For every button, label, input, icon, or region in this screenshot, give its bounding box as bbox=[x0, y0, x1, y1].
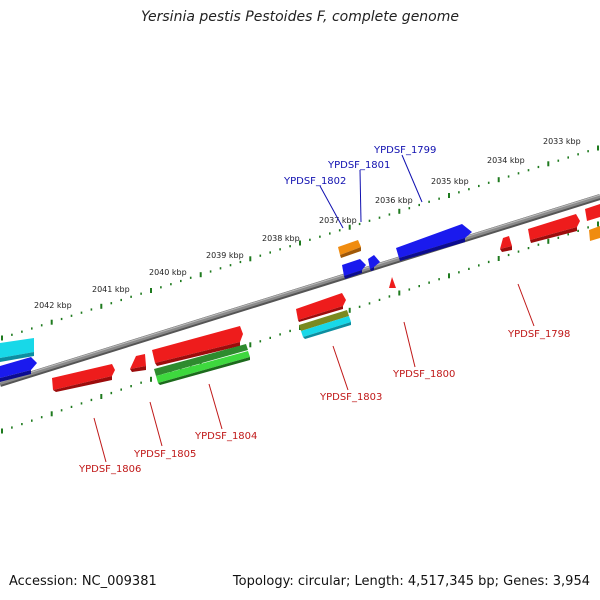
gene-ypdsf-1801[interactable] bbox=[368, 255, 380, 271]
genes bbox=[0, 204, 600, 392]
kbp-label-2042: 2042 kbp bbox=[34, 301, 72, 310]
callout-1805 bbox=[149, 401, 163, 447]
callout-1800 bbox=[403, 321, 416, 368]
kbp-label-2036: 2036 kbp bbox=[375, 196, 413, 205]
gene-ypdsf-1804[interactable] bbox=[154, 344, 250, 385]
gene-ypdsf-1800[interactable] bbox=[389, 277, 396, 288]
gene-ypdsf-1798[interactable] bbox=[528, 214, 580, 243]
callout-1799 bbox=[401, 154, 423, 203]
label-ypdsf-1805[interactable]: YPDSF_1805 bbox=[133, 449, 196, 460]
label-ypdsf-1798[interactable]: YPDSF_1798 bbox=[507, 329, 570, 340]
kbp-labels: 2033 kbp 2034 kbp 2035 kbp 2036 kbp 2037… bbox=[34, 137, 581, 310]
kbp-label-2039: 2039 kbp bbox=[206, 251, 244, 260]
kbp-label-2037: 2037 kbp bbox=[319, 216, 357, 225]
kbp-label-2038: 2038 kbp bbox=[262, 234, 300, 243]
callout-1804 bbox=[208, 383, 223, 430]
callout-1806 bbox=[93, 417, 107, 463]
callout-1802 bbox=[319, 185, 344, 229]
kbp-label-2035: 2035 kbp bbox=[431, 177, 469, 186]
label-ypdsf-1801[interactable]: YPDSF_1801 bbox=[327, 160, 390, 171]
callout-1803 bbox=[332, 345, 349, 391]
gene-orange-right-edge[interactable] bbox=[589, 226, 600, 241]
label-ypdsf-1802[interactable]: YPDSF_1802 bbox=[283, 176, 346, 187]
gene-ypdsf-1806[interactable] bbox=[52, 364, 115, 392]
label-ypdsf-1803[interactable]: YPDSF_1803 bbox=[319, 392, 382, 403]
gene-ypdsf-1805[interactable] bbox=[130, 354, 146, 372]
label-ypdsf-1800[interactable]: YPDSF_1800 bbox=[392, 369, 455, 380]
gene-ypdsf-1803[interactable] bbox=[296, 293, 351, 339]
kbp-label-2040: 2040 kbp bbox=[149, 268, 187, 277]
outer-tick-row bbox=[1, 145, 599, 341]
gene-red-right-edge[interactable] bbox=[585, 204, 600, 221]
callout-1798 bbox=[517, 283, 535, 327]
gene-ypdsf-1799[interactable] bbox=[396, 224, 472, 261]
genome-backbone bbox=[0, 194, 600, 387]
callout-lines bbox=[93, 154, 535, 463]
label-ypdsf-1799[interactable]: YPDSF_1799 bbox=[373, 145, 436, 156]
gene-blue-left[interactable] bbox=[0, 357, 37, 382]
gene-ypdsf-1802[interactable] bbox=[342, 259, 366, 279]
gene-red-1804[interactable] bbox=[152, 326, 243, 366]
callout-1801 bbox=[359, 169, 362, 223]
gene-cyan-left[interactable] bbox=[0, 338, 34, 362]
kbp-label-2033: 2033 kbp bbox=[543, 137, 581, 146]
map-title: Yersinia pestis Pestoides F, complete ge… bbox=[141, 9, 459, 25]
kbp-label-2034: 2034 kbp bbox=[487, 156, 525, 165]
label-ypdsf-1806[interactable]: YPDSF_1806 bbox=[78, 464, 141, 475]
kbp-label-2041: 2041 kbp bbox=[92, 285, 130, 294]
accession-text: Accession: NC_009381 bbox=[9, 574, 157, 589]
gene-orange-1802[interactable] bbox=[338, 240, 361, 258]
label-ypdsf-1804[interactable]: YPDSF_1804 bbox=[194, 431, 257, 442]
genome-stats-text: Topology: circular; Length: 4,517,345 bp… bbox=[232, 574, 590, 589]
gene-labels: YPDSF_1799 YPDSF_1801 YPDSF_1802 YPDSF_1… bbox=[78, 145, 570, 475]
gene-red-small-right[interactable] bbox=[500, 236, 512, 252]
